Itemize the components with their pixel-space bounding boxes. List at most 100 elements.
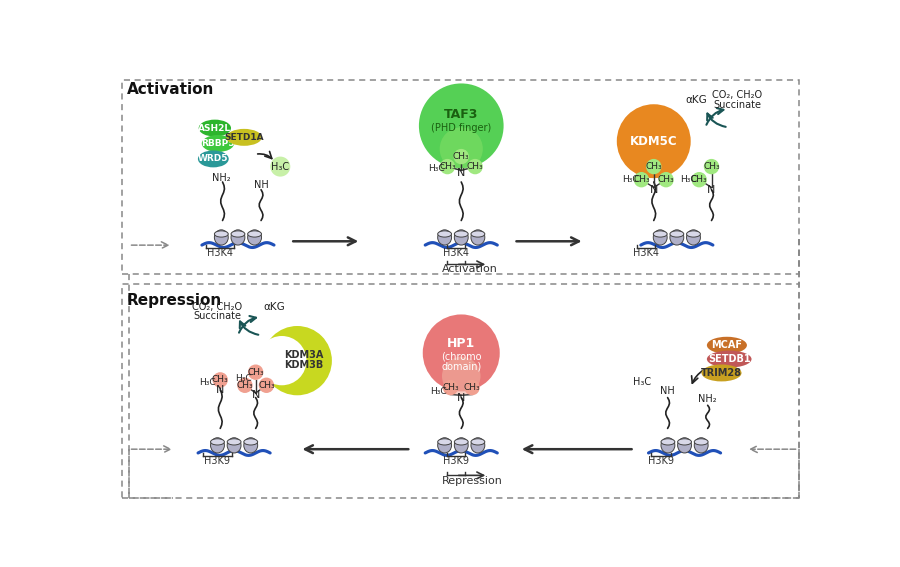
Text: CH₃: CH₃ [453, 152, 470, 161]
Ellipse shape [471, 231, 485, 237]
Text: (chromo: (chromo [441, 351, 482, 361]
Text: CH₃: CH₃ [248, 367, 264, 376]
Text: H₃C: H₃C [271, 162, 290, 172]
Text: WRD5: WRD5 [198, 154, 229, 163]
Text: domain): domain) [441, 361, 482, 371]
Circle shape [440, 128, 482, 171]
Circle shape [212, 372, 228, 388]
Text: αKG: αKG [685, 95, 707, 105]
Text: ASH2L: ASH2L [198, 124, 231, 133]
Ellipse shape [211, 438, 224, 453]
Text: N: N [457, 168, 465, 178]
Ellipse shape [227, 129, 262, 146]
Text: N: N [251, 390, 260, 400]
Text: NH₂: NH₂ [698, 394, 717, 404]
Ellipse shape [211, 439, 224, 445]
Circle shape [464, 380, 480, 395]
Text: CH₃: CH₃ [442, 383, 459, 392]
Ellipse shape [231, 231, 245, 237]
Text: N: N [650, 185, 658, 194]
Text: RBBP5: RBBP5 [202, 139, 235, 148]
Circle shape [248, 365, 264, 380]
Circle shape [704, 159, 719, 174]
Circle shape [423, 315, 500, 391]
Text: H3K4: H3K4 [443, 248, 469, 258]
Ellipse shape [687, 230, 700, 245]
Text: CH₃: CH₃ [464, 383, 481, 392]
Circle shape [634, 172, 649, 187]
Circle shape [646, 159, 662, 174]
Text: SETDB1: SETDB1 [708, 354, 751, 364]
Ellipse shape [471, 438, 485, 453]
Text: H3K9: H3K9 [648, 456, 674, 466]
Text: H₃C: H₃C [235, 374, 252, 383]
Circle shape [258, 378, 274, 393]
Ellipse shape [694, 438, 708, 453]
Text: H₃C: H₃C [430, 387, 446, 396]
Ellipse shape [678, 438, 691, 453]
Ellipse shape [670, 230, 684, 245]
Circle shape [443, 380, 458, 395]
Ellipse shape [227, 438, 241, 453]
Text: CH₃: CH₃ [467, 162, 483, 171]
Text: CH₃: CH₃ [703, 162, 720, 171]
Ellipse shape [661, 438, 675, 453]
Ellipse shape [670, 231, 684, 237]
Text: CH₃: CH₃ [658, 175, 674, 184]
Text: N: N [216, 385, 224, 395]
Ellipse shape [653, 230, 667, 245]
Text: H₃C: H₃C [200, 378, 216, 387]
Text: N: N [707, 185, 716, 194]
Text: Repression: Repression [442, 476, 503, 486]
Ellipse shape [227, 439, 241, 445]
Circle shape [659, 172, 674, 187]
Ellipse shape [214, 230, 229, 245]
Circle shape [270, 156, 291, 176]
Text: αKG: αKG [264, 302, 285, 312]
Text: H3K4: H3K4 [633, 248, 659, 258]
Text: CH₃: CH₃ [237, 381, 253, 390]
Circle shape [442, 357, 481, 395]
Text: TRIM28: TRIM28 [701, 368, 742, 378]
Text: NH: NH [254, 180, 268, 190]
Circle shape [616, 104, 690, 178]
Ellipse shape [198, 150, 229, 167]
Ellipse shape [706, 350, 752, 367]
Text: N: N [457, 392, 465, 403]
Text: H₃C: H₃C [622, 175, 639, 184]
Text: H3K9: H3K9 [443, 456, 469, 466]
Ellipse shape [471, 439, 485, 445]
Text: Activation: Activation [127, 82, 214, 97]
Ellipse shape [706, 337, 747, 354]
Ellipse shape [199, 120, 231, 137]
Text: CH₃: CH₃ [212, 375, 229, 384]
Text: KDM3B: KDM3B [284, 360, 323, 370]
Text: Repression: Repression [127, 293, 222, 308]
Ellipse shape [454, 230, 468, 245]
Ellipse shape [244, 438, 257, 453]
Circle shape [418, 83, 504, 168]
Ellipse shape [437, 230, 452, 245]
Ellipse shape [244, 439, 257, 445]
Circle shape [238, 378, 253, 393]
Text: Activation: Activation [442, 264, 498, 274]
Ellipse shape [678, 439, 691, 445]
Text: KDM3A: KDM3A [284, 350, 323, 360]
Text: NH: NH [661, 387, 675, 396]
Ellipse shape [694, 439, 708, 445]
Text: H₃C: H₃C [428, 164, 445, 172]
Circle shape [263, 326, 332, 395]
Text: MCAF: MCAF [711, 340, 742, 350]
Ellipse shape [248, 231, 262, 237]
Ellipse shape [437, 231, 452, 237]
Ellipse shape [653, 231, 667, 237]
Circle shape [257, 336, 307, 386]
Ellipse shape [454, 438, 468, 453]
Text: CO₂, CH₂O: CO₂, CH₂O [192, 302, 242, 312]
Text: TAF3: TAF3 [444, 108, 479, 121]
Circle shape [691, 172, 707, 187]
Ellipse shape [661, 439, 675, 445]
Text: CH₃: CH₃ [633, 175, 650, 184]
Circle shape [454, 149, 469, 164]
Text: Succinate: Succinate [713, 100, 760, 110]
